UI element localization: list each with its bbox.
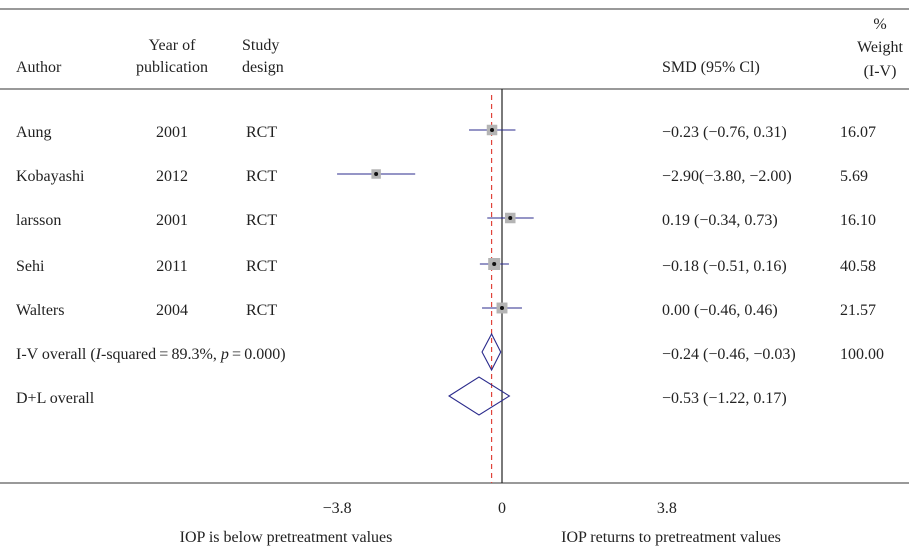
study-design-walters: RCT [246, 302, 277, 319]
x-tick-label-2: 3.8 [657, 500, 677, 517]
study-author-kobayashi: Kobayashi [16, 168, 85, 185]
point-estimate-aung [490, 128, 495, 132]
header-weight-line3: (I-V) [864, 63, 897, 80]
study-ci-kobayashi: −2.90(−3.80, −2.00) [662, 168, 792, 185]
study-year-larsson: 2001 [156, 212, 188, 229]
study-author-larsson: larsson [16, 212, 61, 229]
study-year-sehi: 2011 [156, 258, 187, 275]
overall-iv-label: I-V overall (I-squared = 89.3%, p = 0.00… [16, 346, 286, 363]
study-design-kobayashi: RCT [246, 168, 277, 185]
overall-iv-label-p: p [220, 346, 229, 363]
x-tick-label-0: −3.8 [323, 500, 352, 517]
header-weight-line1: % [873, 16, 886, 33]
point-estimate-walters [500, 306, 504, 310]
study-year-aung: 2001 [156, 124, 188, 141]
forest-marks: Aung 2001 RCT −0.23 (−0.76, 0.31) 16.07 Kobay… [16, 89, 884, 546]
x-tick-label-1: 0 [498, 500, 506, 517]
header-author: Author [16, 59, 62, 76]
point-estimate-larsson [508, 216, 513, 220]
header-year-line1: Year of [149, 37, 196, 54]
overall-ci-iv: −0.24 (−0.46, −0.03) [662, 346, 796, 363]
study-author-aung: Aung [16, 124, 52, 141]
study-weight-sehi: 40.58 [840, 258, 876, 275]
point-estimate-sehi [492, 262, 497, 266]
study-year-kobayashi: 2012 [156, 168, 188, 185]
overall-iv-label-post: = 0.000) [229, 346, 286, 363]
overall-diamond-dl [448, 376, 511, 416]
study-ci-larsson: 0.19 (−0.34, 0.73) [662, 212, 778, 229]
overall-iv-label-mid: -squared = 89.3%, [101, 346, 221, 363]
header-smd: SMD (95% Cl) [662, 59, 760, 76]
overall-dl-label: D+L overall [16, 390, 95, 407]
overall-iv-label-i: I [95, 346, 102, 363]
study-ci-sehi: −0.18 (−0.51, 0.16) [662, 258, 787, 275]
header-weight-line2: Weight [857, 39, 903, 56]
overall-iv-label-pre: I-V overall ( [16, 346, 96, 363]
study-year-walters: 2004 [156, 302, 188, 319]
study-design-aung: RCT [246, 124, 277, 141]
study-weight-kobayashi: 5.69 [840, 168, 868, 185]
study-author-sehi: Sehi [16, 258, 45, 275]
study-weight-aung: 16.07 [840, 124, 876, 141]
study-design-larsson: RCT [246, 212, 277, 229]
point-estimate-kobayashi [374, 172, 379, 176]
x-axis-right-label: IOP returns to pretreatment values [561, 529, 781, 546]
header-year-line2: publication [136, 59, 208, 76]
overall-diamond-iv [481, 332, 502, 372]
x-axis-left-label: IOP is below pretreatment values [180, 529, 393, 546]
study-ci-aung: −0.23 (−0.76, 0.31) [662, 124, 787, 141]
study-weight-larsson: 16.10 [840, 212, 876, 229]
study-weight-walters: 21.57 [840, 302, 876, 319]
overall-ci-dl: −0.53 (−1.22, 0.17) [662, 390, 787, 407]
study-ci-walters: 0.00 (−0.46, 0.46) [662, 302, 778, 319]
study-author-walters: Walters [16, 302, 64, 319]
header-design-line2: design [242, 59, 284, 76]
header-design-line1: Study [242, 37, 279, 54]
overall-weight-iv: 100.00 [840, 346, 884, 363]
study-design-sehi: RCT [246, 258, 277, 275]
